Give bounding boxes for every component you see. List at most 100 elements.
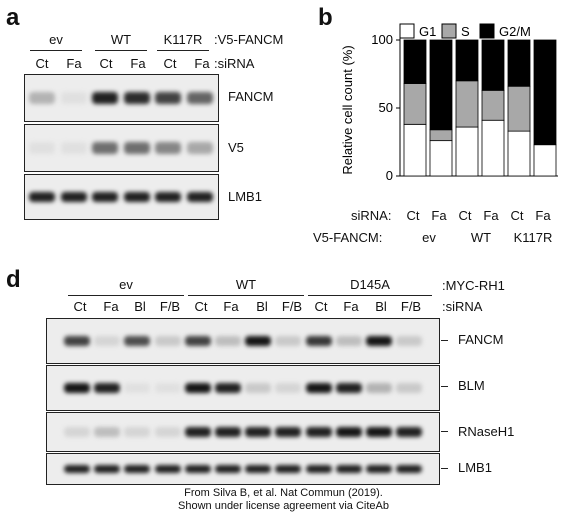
panel-b-letter: b bbox=[318, 4, 333, 31]
blot-marker-line bbox=[441, 468, 448, 469]
panel-d-lane-label: F/B bbox=[159, 299, 181, 314]
panel-d-blot-lmb1 bbox=[46, 453, 440, 485]
panel-b-lane-label: Fa bbox=[431, 208, 447, 223]
panel-a-blot-label: LMB1 bbox=[228, 189, 262, 204]
panel-b-group-ev: ev bbox=[422, 230, 436, 245]
blot-band bbox=[123, 142, 150, 154]
blot-band bbox=[64, 427, 90, 437]
blot-band bbox=[94, 427, 121, 437]
panel-d-blot-blm bbox=[46, 365, 440, 411]
blot-band bbox=[305, 335, 332, 347]
blot-band bbox=[94, 335, 121, 347]
blot-band bbox=[186, 142, 213, 154]
blot-band bbox=[366, 382, 392, 394]
blot-band bbox=[123, 92, 150, 104]
blot-band bbox=[124, 335, 151, 347]
panel-d-group-ev: ev bbox=[119, 277, 133, 292]
chart-bar-segment bbox=[481, 39, 505, 91]
blot-band bbox=[396, 465, 423, 473]
panel-a-group-k117r: K117R bbox=[163, 32, 203, 47]
blot-band bbox=[335, 465, 362, 473]
blot-band bbox=[366, 465, 392, 473]
blot-marker-line bbox=[441, 340, 448, 341]
blot-band bbox=[186, 92, 213, 104]
panel-d-group-line-ev bbox=[68, 295, 184, 296]
chart-ylabel: Relative cell count (%) bbox=[340, 45, 355, 174]
chart-legend-label: G2/M bbox=[499, 24, 531, 39]
panel-d-group-d145a: D145A bbox=[350, 277, 390, 292]
panel-a-lane-label: Ct bbox=[99, 56, 113, 71]
blot-band bbox=[184, 382, 211, 394]
panel-a-lane-label: Fa bbox=[194, 56, 210, 71]
panel-b-v5-label: V5-FANCM: bbox=[313, 230, 383, 245]
blot-band bbox=[94, 382, 121, 394]
blot-band bbox=[92, 191, 118, 203]
panel-a-lane-label: Fa bbox=[66, 56, 82, 71]
blot-band bbox=[186, 191, 213, 203]
panel-d-blot-label: FANCM bbox=[458, 332, 504, 347]
chart-bar-segment bbox=[403, 39, 427, 84]
blot-band bbox=[275, 335, 302, 347]
panel-d-lane-label: Ct bbox=[314, 299, 328, 314]
chart-bar-segment bbox=[481, 89, 505, 121]
chart-legend-swatch bbox=[441, 23, 457, 39]
blot-band bbox=[184, 427, 211, 437]
blot-band bbox=[154, 427, 181, 437]
blot-band bbox=[275, 427, 302, 437]
blot-band bbox=[155, 92, 181, 104]
blot-band bbox=[215, 427, 241, 437]
blot-band bbox=[29, 142, 55, 154]
panel-b-lane-label: Ct bbox=[406, 208, 420, 223]
chart-legend-swatch bbox=[399, 23, 415, 39]
panel-d-blot-rnaseh1 bbox=[46, 412, 440, 452]
blot-band bbox=[366, 427, 392, 437]
blot-band bbox=[396, 427, 423, 437]
blot-band bbox=[124, 382, 151, 394]
blot-band bbox=[64, 465, 90, 473]
panel-a-group-line-ev bbox=[30, 50, 82, 51]
panel-b-sirna-label: siRNA: bbox=[351, 208, 392, 223]
panel-d-blot-label: RNaseH1 bbox=[458, 424, 515, 439]
blot-band bbox=[154, 335, 181, 347]
blot-band bbox=[154, 465, 181, 473]
panel-d-lane-label: Fa bbox=[103, 299, 119, 314]
blot-band bbox=[92, 92, 118, 104]
blot-band bbox=[60, 191, 87, 203]
panel-d-lane-label: Fa bbox=[343, 299, 359, 314]
blot-band bbox=[64, 335, 90, 347]
blot-band bbox=[245, 465, 272, 473]
panel-a-lane-label: Fa bbox=[130, 56, 146, 71]
chart-legend-label: S bbox=[461, 24, 470, 39]
credit-line-1: From Silva B, et al. Nat Commun (2019). bbox=[184, 487, 383, 499]
blot-band bbox=[29, 191, 55, 203]
chart-bar-segment bbox=[455, 126, 479, 177]
panel-a-group-line-k117r bbox=[157, 50, 209, 51]
chart-bar-segment bbox=[507, 39, 531, 87]
chart-bar-segment bbox=[403, 83, 427, 125]
panel-b-group-k117r: K117R bbox=[513, 230, 553, 245]
panel-a-group-ev: ev bbox=[49, 32, 63, 47]
blot-band bbox=[155, 191, 181, 203]
blot-band bbox=[305, 427, 332, 437]
panel-b-lane-label: Fa bbox=[483, 208, 499, 223]
chart-y-tick-label: 50 bbox=[379, 100, 393, 115]
chart-bar-segment bbox=[533, 39, 557, 146]
chart-bar-segment bbox=[429, 140, 453, 177]
panel-a-lane-label: Ct bbox=[35, 56, 49, 71]
blot-band bbox=[335, 335, 362, 347]
panel-d-blot-label: BLM bbox=[458, 378, 485, 393]
blot-band bbox=[396, 335, 423, 347]
blot-band bbox=[64, 382, 90, 394]
blot-band bbox=[184, 465, 211, 473]
blot-band bbox=[275, 465, 302, 473]
chart-legend-label: G1 bbox=[419, 24, 436, 39]
panel-a-group-line-wt bbox=[95, 50, 147, 51]
blot-band bbox=[154, 382, 181, 394]
panel-d-lane-label: F/B bbox=[281, 299, 303, 314]
panel-d-group-line-wt bbox=[188, 295, 304, 296]
blot-band bbox=[124, 427, 151, 437]
panel-d-blot-fancm bbox=[46, 318, 440, 364]
panel-a-letter: a bbox=[6, 4, 20, 31]
chart-bar-segment bbox=[455, 80, 479, 128]
blot-band bbox=[215, 382, 241, 394]
